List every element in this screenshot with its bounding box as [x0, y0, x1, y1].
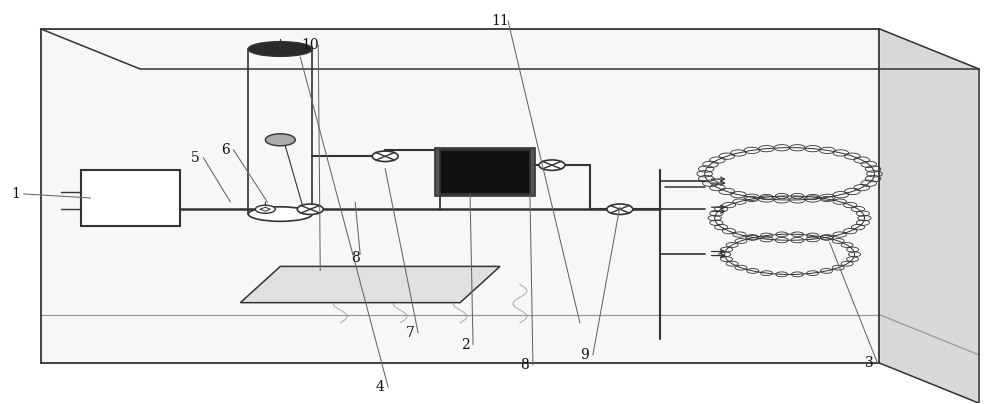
Text: 9: 9: [581, 348, 589, 362]
Polygon shape: [41, 29, 979, 69]
Bar: [81, 170, 180, 226]
Circle shape: [607, 204, 633, 215]
Text: 2: 2: [461, 338, 469, 352]
Text: 8: 8: [351, 251, 360, 265]
Circle shape: [265, 134, 295, 146]
Text: 4: 4: [376, 380, 385, 394]
Circle shape: [372, 151, 398, 162]
Text: 11: 11: [491, 14, 509, 28]
Polygon shape: [240, 266, 500, 303]
Text: 5: 5: [191, 151, 200, 165]
Circle shape: [297, 204, 323, 215]
Text: 3: 3: [865, 356, 874, 370]
Text: 1: 1: [11, 187, 20, 201]
Text: 7: 7: [406, 326, 415, 340]
Polygon shape: [879, 29, 979, 403]
Text: 6: 6: [221, 143, 230, 157]
Polygon shape: [41, 29, 879, 363]
Circle shape: [539, 160, 565, 170]
Text: 10: 10: [301, 38, 319, 52]
Bar: [440, 149, 530, 194]
Bar: [435, 147, 535, 196]
Ellipse shape: [248, 42, 312, 56]
Ellipse shape: [248, 207, 312, 221]
Circle shape: [255, 205, 275, 213]
Text: 8: 8: [521, 358, 529, 372]
